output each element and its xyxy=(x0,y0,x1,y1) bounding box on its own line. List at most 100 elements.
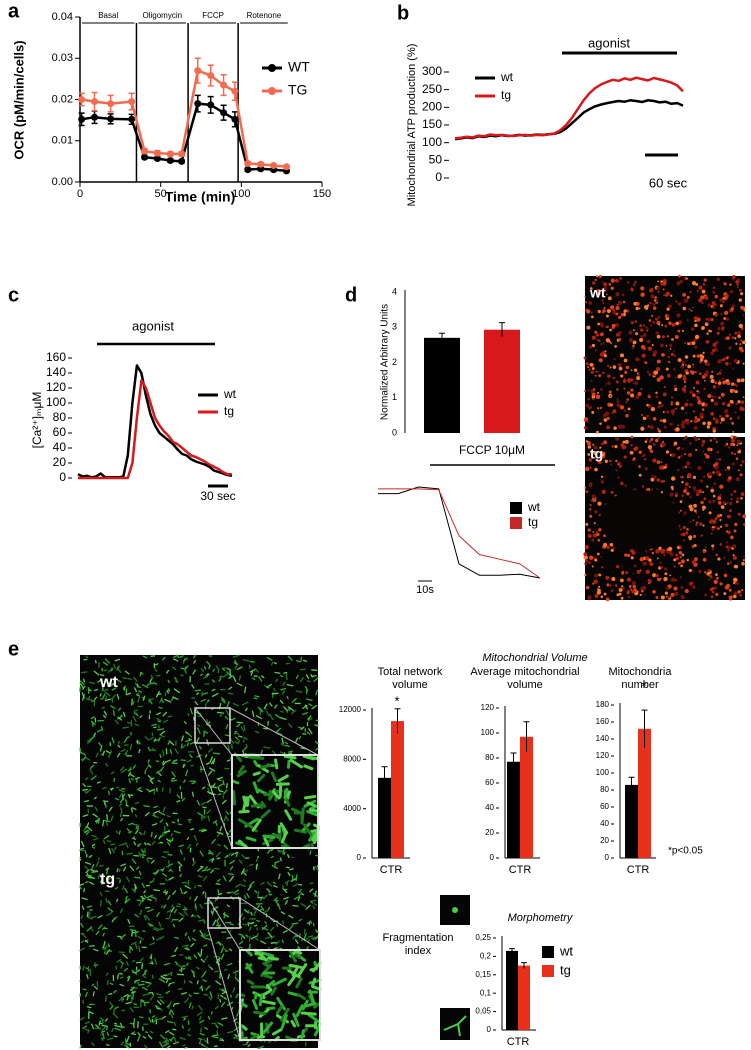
mito-dot xyxy=(594,574,598,578)
mito-dot xyxy=(731,307,734,310)
mito-dot xyxy=(727,549,730,552)
mito-dot xyxy=(678,275,681,278)
point xyxy=(178,158,185,165)
mito-dot xyxy=(585,301,587,303)
mito-dot xyxy=(598,339,600,341)
mito-dot xyxy=(736,457,739,460)
mito-strand xyxy=(228,745,229,748)
mito-dot xyxy=(725,585,729,589)
mito-dot xyxy=(728,546,731,549)
mito-dot xyxy=(600,353,604,357)
legend-label: tg xyxy=(560,962,571,977)
mito-strand xyxy=(192,792,193,796)
mito-dot xyxy=(689,505,693,509)
mito-dot xyxy=(635,395,639,399)
mito-dot xyxy=(620,374,623,377)
mito-strand xyxy=(231,892,233,893)
mito-dot xyxy=(679,374,682,377)
mito-strand xyxy=(161,869,163,870)
mito-strand xyxy=(240,947,242,948)
mito-strand xyxy=(83,1000,84,1003)
mito-dot xyxy=(620,353,624,357)
mito-dot xyxy=(712,500,715,503)
mito-dot xyxy=(740,442,742,444)
y-tick-label: 150 xyxy=(422,117,442,131)
mito-strand xyxy=(257,934,258,937)
mito-strand xyxy=(145,1032,147,1033)
mito-strand xyxy=(256,864,257,868)
mito-dot xyxy=(644,458,646,460)
mito-dot xyxy=(614,358,616,360)
mito-dot xyxy=(674,385,676,387)
mito-dot xyxy=(689,486,691,488)
mito-strand xyxy=(85,792,87,793)
mito-strand xyxy=(139,946,140,951)
mito-dot xyxy=(611,577,615,581)
mito-dot xyxy=(671,454,675,458)
y-tick-label: 60 xyxy=(600,802,609,811)
mito-strand xyxy=(274,688,275,690)
mito-strand xyxy=(127,853,132,854)
mito-dot xyxy=(692,560,696,564)
mito-strand xyxy=(244,726,245,731)
mito-strand xyxy=(239,736,242,737)
mito-dot xyxy=(626,366,629,369)
mito-dot xyxy=(741,378,745,382)
mito-strand xyxy=(158,721,160,722)
mito-dot xyxy=(686,531,688,533)
mito-strand xyxy=(244,797,245,803)
mito-dot xyxy=(663,392,667,396)
point xyxy=(141,154,148,161)
mito-dot xyxy=(694,426,698,430)
mito-dot xyxy=(732,278,734,280)
mito-strand xyxy=(181,668,184,669)
mito-dot xyxy=(618,425,622,429)
y-tick-label: 60 xyxy=(485,778,494,787)
mito-dot xyxy=(698,516,700,518)
mito-strand xyxy=(124,1045,128,1046)
mito-dot xyxy=(685,355,689,359)
mito-dot xyxy=(675,427,679,431)
mito-dot xyxy=(648,425,650,427)
mito-dot xyxy=(620,578,624,582)
mito-dot xyxy=(676,281,680,285)
mito-dot xyxy=(588,534,592,538)
mito-dot xyxy=(703,497,706,500)
mito-strand xyxy=(284,852,285,854)
mito-dot xyxy=(682,293,686,297)
mito-dot xyxy=(639,474,642,477)
mito-dot xyxy=(711,533,713,535)
mito-dot xyxy=(668,361,670,363)
mito-dot xyxy=(671,593,675,597)
mito-strand xyxy=(93,992,94,996)
y-tick-label: 20 xyxy=(600,836,609,845)
mito-dot xyxy=(685,465,688,468)
mito-dot xyxy=(619,588,623,592)
mito-dot xyxy=(644,467,647,470)
mito-dot xyxy=(705,370,709,374)
mito-dot xyxy=(737,440,741,444)
mito-dot xyxy=(623,309,626,312)
panel-label: d xyxy=(345,284,357,306)
mito-strand xyxy=(130,930,135,931)
mito-dot xyxy=(606,545,610,549)
mito-dot xyxy=(602,326,604,328)
y-tick-label: 20 xyxy=(485,828,494,837)
mito-dot xyxy=(592,367,595,370)
mito-dot xyxy=(610,395,612,397)
mito-dot xyxy=(701,535,703,537)
mito-dot xyxy=(720,526,722,528)
mito-strand xyxy=(268,958,277,959)
mito-strand xyxy=(312,900,315,901)
mito-dot xyxy=(667,374,671,378)
mito-dot xyxy=(692,585,696,589)
y-tick-label: 80 xyxy=(53,410,67,424)
mito-dot xyxy=(657,291,659,293)
mito-dot xyxy=(699,522,702,525)
mito-dot xyxy=(615,584,618,587)
mito-dot xyxy=(716,350,718,352)
y-tick-label: 140 xyxy=(46,365,66,379)
mito-strand xyxy=(170,914,171,917)
y-tick-label: 180 xyxy=(596,700,610,709)
mito-dot xyxy=(688,535,692,539)
